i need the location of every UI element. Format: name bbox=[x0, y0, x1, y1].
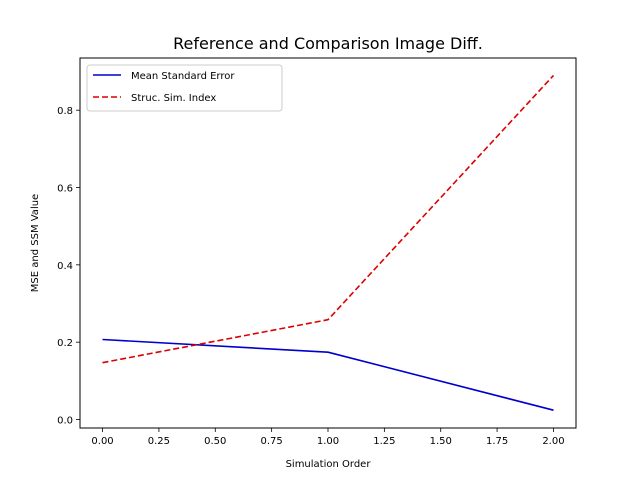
y-axis-label: MSE and SSM Value bbox=[30, 194, 41, 292]
series-line-ssim bbox=[102, 74, 555, 364]
legend-label-mse: Mean Standard Error bbox=[131, 71, 235, 82]
y-tick-label: 0.0 bbox=[57, 415, 73, 426]
x-tick-label: 0.75 bbox=[261, 436, 283, 447]
x-tick-label: 0.00 bbox=[91, 436, 113, 447]
chart-title: Reference and Comparison Image Diff. bbox=[173, 34, 483, 53]
series-line-mse bbox=[102, 338, 554, 411]
series-lines bbox=[102, 74, 555, 411]
y-tick-label: 0.2 bbox=[57, 338, 73, 349]
y-tick-label: 0.8 bbox=[57, 106, 73, 117]
x-tick-label: 2.00 bbox=[542, 436, 564, 447]
x-tick-label: 1.25 bbox=[373, 436, 395, 447]
x-tick-label: 1.00 bbox=[317, 436, 339, 447]
y-axis: 0.0 0.2 0.4 0.6 0.8 bbox=[57, 106, 80, 426]
legend-box bbox=[86, 64, 283, 112]
y-tick-label: 0.4 bbox=[57, 261, 73, 272]
legend-label-ssim: Struc. Sim. Index bbox=[131, 93, 216, 104]
legend: Mean Standard Error Struc. Sim. Index bbox=[86, 64, 283, 112]
x-tick-label: 1.50 bbox=[430, 436, 452, 447]
y-tick-label: 0.6 bbox=[57, 184, 73, 195]
x-tick-label: 0.50 bbox=[204, 436, 226, 447]
x-axis: 0.00 0.25 0.50 0.75 1.00 1.25 1.50 1.75 2.00 bbox=[91, 428, 565, 447]
x-tick-label: 1.75 bbox=[486, 436, 508, 447]
x-tick-label: 0.25 bbox=[148, 436, 170, 447]
x-axis-label: Simulation Order bbox=[286, 459, 372, 470]
